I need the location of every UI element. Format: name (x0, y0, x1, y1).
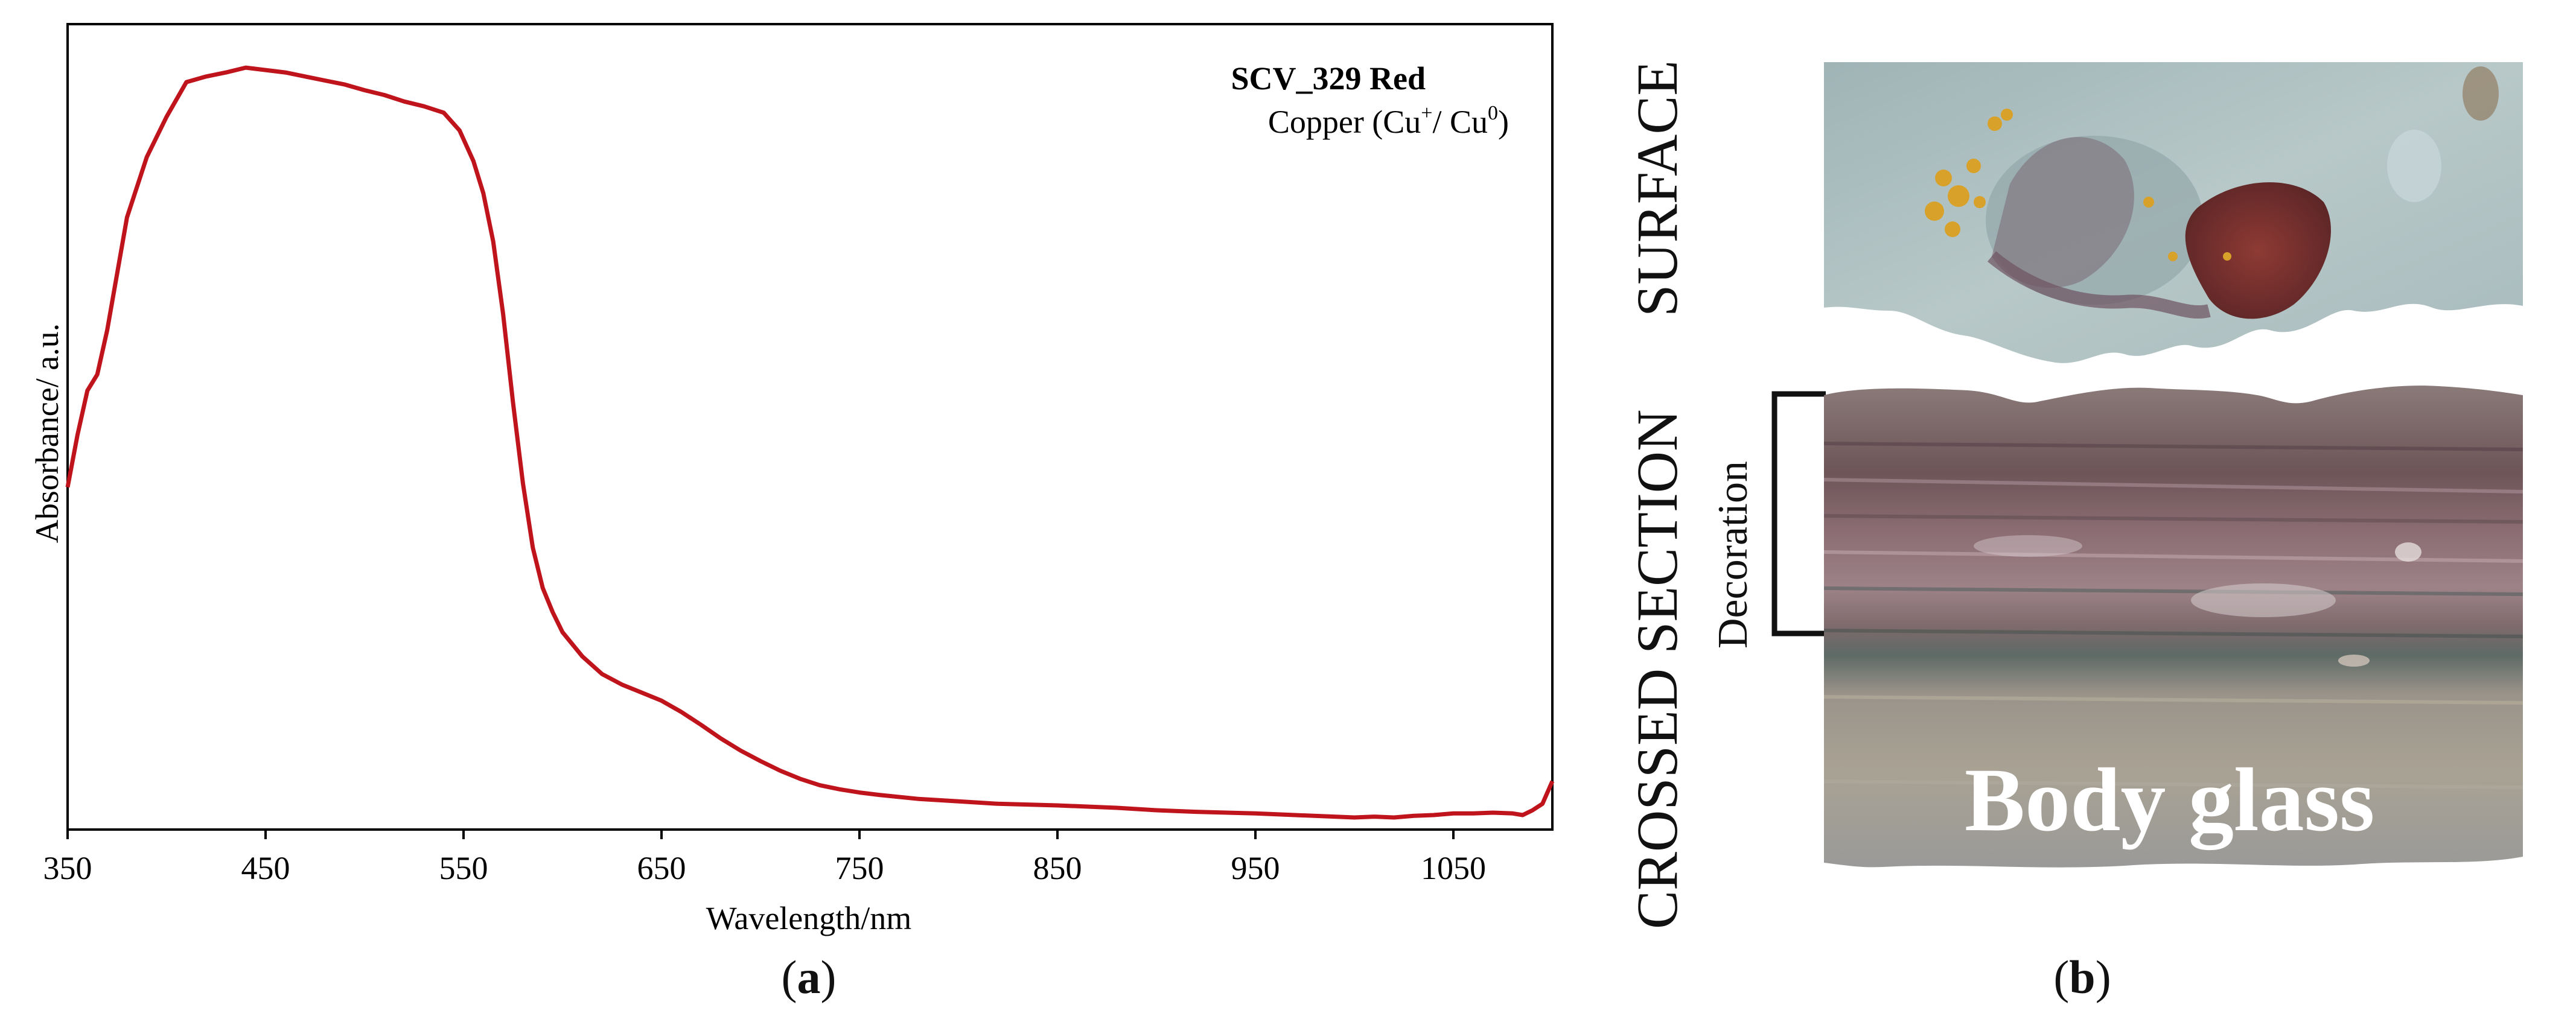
surface-label: SURFACE (1625, 60, 1689, 317)
y-axis-label: Absorbance/ a.u. (29, 323, 65, 543)
x-tick-label: 950 (1231, 850, 1280, 886)
decoration-label: Decoration (1710, 461, 1756, 649)
glass-photo (1823, 62, 2523, 868)
panel-b-label: (b) (2053, 951, 2111, 1003)
x-tick-label: 450 (241, 850, 290, 886)
crossed-section-label: CROSSED SECTION (1625, 409, 1689, 929)
annotation-sample-name: SCV_329 Red (1231, 60, 1426, 97)
absorbance-chart: 350 450 550 650 750 850 950 1050 SCV_329 Red Co… (29, 23, 1555, 936)
x-tick-label: 650 (637, 850, 686, 886)
annotation-chromophore: Copper (Cu+/ Cu0) (1268, 102, 1509, 140)
x-tick-label: 750 (835, 850, 884, 886)
x-axis-label: Wavelength/nm (706, 900, 912, 936)
body-glass-label: Body glass (1965, 750, 2375, 850)
decoration-bracket (1771, 391, 1826, 636)
x-tick-label: 350 (43, 850, 92, 886)
x-tick-label: 550 (439, 850, 488, 886)
series-line-scv-329-red (65, 65, 1555, 820)
x-tick-label: 850 (1033, 850, 1082, 886)
x-tick-label: 1050 (1421, 850, 1486, 886)
plot-frame (66, 23, 1554, 831)
panel-a-label: (a) (781, 951, 837, 1003)
